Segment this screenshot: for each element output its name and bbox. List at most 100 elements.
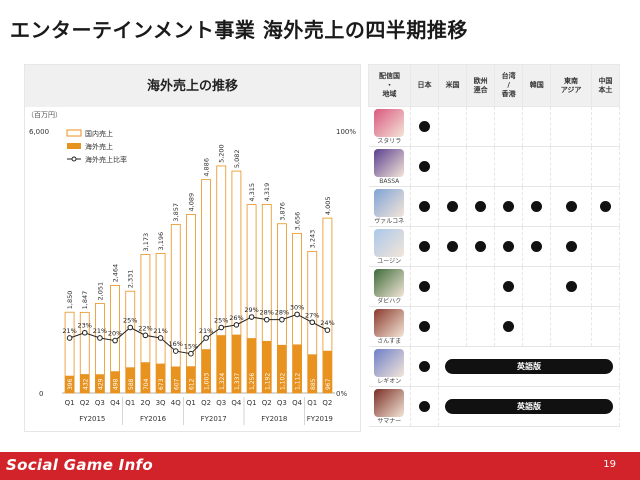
total-value-label: 3,196 [157, 232, 165, 251]
overseas-value-label: 1,324 [219, 373, 226, 390]
game-name: ユージン [377, 258, 402, 265]
ratio-label: 28% [260, 309, 274, 317]
overseas-value-label: 607 [173, 378, 180, 390]
ratio-point [188, 350, 194, 357]
ratio-point [233, 322, 240, 328]
region-cell [550, 186, 592, 227]
total-value-label: 5,200 [218, 144, 226, 163]
game-name: ダビハク [377, 298, 402, 305]
overseas-value-label: 498 [113, 378, 120, 390]
category-label: Q2 [262, 399, 272, 407]
game-cell: ヴァルコネ [368, 186, 411, 227]
overseas-value-label: 396 [67, 378, 74, 390]
ratio-point [112, 337, 118, 344]
category-label: Q1 [186, 399, 196, 407]
game-name: サマナー [377, 418, 402, 425]
region-cell [550, 266, 592, 307]
availability-dot [565, 241, 577, 252]
bar-overseas [262, 340, 272, 393]
table-row: さんすま [368, 306, 621, 347]
table-row: ヴァルコネ [368, 186, 621, 227]
region-cell [410, 266, 440, 307]
y2-tick-label: 100% [336, 128, 356, 136]
region-cell [410, 226, 440, 267]
region-cell [438, 266, 468, 307]
category-label: Q3 [277, 399, 287, 407]
game-name: レギオン [377, 378, 402, 385]
category-label: Q1 [125, 399, 135, 407]
bar-overseas [156, 363, 166, 393]
region-cell: 英語版 [438, 346, 620, 387]
table-row: ダビハク [368, 266, 621, 307]
region-cell [494, 306, 524, 347]
overseas-value-label: 1,102 [279, 373, 286, 390]
region-cell [438, 186, 468, 227]
fiscal-year-label: FY2018 [261, 415, 287, 423]
region-cell [438, 306, 468, 347]
ratio-point [309, 319, 316, 326]
total-value-label: 4,315 [248, 183, 256, 202]
ratio-label: 21% [93, 327, 107, 335]
availability-dot [503, 241, 515, 252]
availability-dot [419, 361, 431, 372]
region-cell [466, 266, 496, 307]
bar-overseas [307, 354, 317, 393]
bar-overseas [80, 374, 90, 393]
total-value-label: 3,173 [142, 233, 150, 252]
header-region: 韓国 [522, 64, 552, 107]
ratio-point [203, 335, 209, 341]
category-label: Q2 [322, 399, 332, 407]
region-cell [438, 106, 468, 147]
ratio-point [294, 311, 300, 318]
game-icon-4 [374, 229, 405, 257]
total-value-label: 1,847 [81, 291, 89, 310]
distribution-table-panel: 配信国・地域 日本 米国 欧州 連合 台湾 / 香港 韓国 東南 アジア 中国 本土 スタリラ BASSA ヴ… [368, 64, 621, 432]
legend-marker-ratio [71, 156, 77, 162]
availability-dot [565, 201, 577, 212]
ratio-label: 22% [138, 324, 152, 332]
bar-overseas [186, 366, 196, 393]
unit-label: （百万円） [27, 111, 62, 119]
bar-overseas [292, 344, 302, 393]
availability-dot [419, 401, 431, 412]
fiscal-year-label: FY2015 [79, 415, 105, 423]
table-row: サマナー 英語版 [368, 386, 620, 427]
bar-overseas [247, 338, 257, 393]
overseas-value-label: 885 [310, 378, 317, 390]
total-value-label: 1,850 [66, 291, 74, 310]
ratio-point [66, 335, 73, 341]
game-name: BASSA [379, 178, 400, 185]
category-label: 3Q [156, 399, 166, 407]
table-row: ユージン [368, 226, 621, 267]
total-value-label: 3,656 [294, 212, 302, 231]
total-value-label: 4,089 [187, 193, 195, 212]
game-name: さんすま [377, 338, 402, 345]
category-label: 2Q [140, 399, 150, 407]
y2-tick-label: 0% [336, 390, 347, 398]
region-cell [494, 226, 524, 267]
english-version-bar: 英語版 [445, 399, 613, 414]
overseas-value-label: 588 [128, 378, 135, 390]
bar-overseas [65, 375, 75, 393]
availability-dot [419, 121, 431, 132]
game-cell: レギオン [368, 346, 411, 387]
legend-swatch-overseas [67, 143, 81, 149]
ratio-point [97, 335, 103, 341]
region-cell [591, 186, 621, 227]
category-label: Q3 [216, 399, 226, 407]
total-value-label: 2,464 [112, 264, 120, 283]
region-cell [438, 226, 468, 267]
header-region: 日本 [409, 64, 440, 107]
page-title: エンターテインメント事業 海外売上の四半期推移 [10, 18, 468, 42]
game-icon-3 [374, 189, 405, 217]
total-value-label: 4,319 [263, 183, 271, 202]
availability-dot [531, 201, 543, 212]
ratio-point [248, 314, 255, 320]
legend-label: 海外売上 [85, 142, 113, 151]
bar-domestic [186, 214, 196, 394]
ratio-point [172, 348, 179, 354]
region-cell [550, 226, 592, 267]
availability-dot [503, 281, 515, 292]
game-icon-8 [374, 389, 405, 417]
